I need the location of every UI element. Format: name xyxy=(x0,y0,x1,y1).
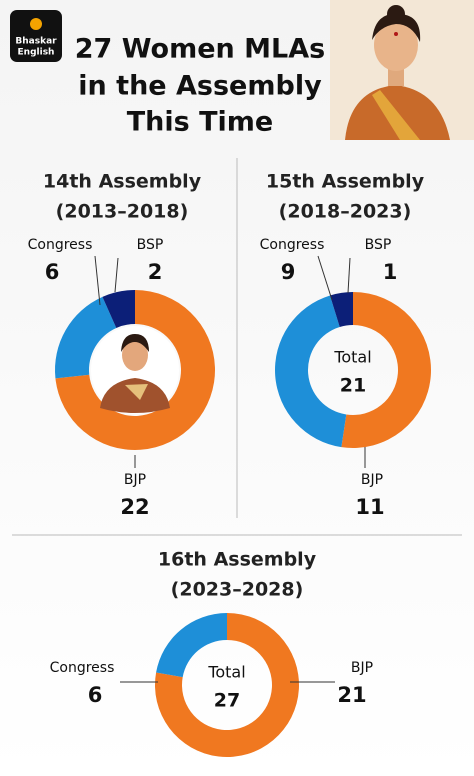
page-title: in the Assembly xyxy=(78,71,322,102)
donut-slice xyxy=(156,613,227,678)
chart-subtitle: (2023–2028) xyxy=(171,579,304,601)
donut-slice xyxy=(155,613,299,758)
logo-text: English xyxy=(18,48,55,58)
value-label: 22 xyxy=(120,495,149,519)
donut-slice xyxy=(55,290,215,450)
chart-title: 16th Assembly xyxy=(158,549,317,571)
page-title: 27 Women MLAs xyxy=(75,34,325,65)
category-label: Congress xyxy=(260,237,325,253)
leader-line xyxy=(317,255,333,301)
chart-subtitle: (2013–2018) xyxy=(56,201,189,223)
donut-slice xyxy=(55,296,117,379)
woman-portrait xyxy=(91,326,179,414)
donut-slice xyxy=(330,292,353,327)
donut-slice xyxy=(102,290,135,328)
category-label: Congress xyxy=(28,237,93,253)
value-label: 21 xyxy=(337,683,366,707)
value-label: 2 xyxy=(148,260,163,284)
page-title: This Time xyxy=(127,107,273,138)
category-label: BJP xyxy=(124,472,146,488)
center-label: Total xyxy=(333,348,371,367)
category-label: BSP xyxy=(137,237,164,253)
value-label: 11 xyxy=(355,495,384,519)
logo: Bhaskar English xyxy=(10,10,62,62)
chart-subtitle: (2018–2023) xyxy=(279,201,412,223)
value-label: 6 xyxy=(88,683,103,707)
leader-line xyxy=(347,257,351,294)
woman-illustration xyxy=(330,0,474,140)
leader-line xyxy=(94,255,101,306)
value-label: 6 xyxy=(45,260,60,284)
chart-title: 14th Assembly xyxy=(43,171,202,193)
value-label: 9 xyxy=(281,260,296,284)
category-label: Congress xyxy=(50,660,115,676)
chart-title: 15th Assembly xyxy=(266,171,425,193)
leader-line xyxy=(114,257,119,293)
category-label: BJP xyxy=(351,660,373,676)
category-label: BJP xyxy=(361,472,383,488)
logo-text: Bhaskar xyxy=(15,37,57,47)
donut-slice xyxy=(341,292,431,448)
center-value: 21 xyxy=(340,375,366,397)
center-label: Total xyxy=(207,663,245,682)
center-value: 27 xyxy=(214,690,240,712)
donut-slice xyxy=(274,295,347,448)
value-label: 1 xyxy=(383,260,398,284)
category-label: BSP xyxy=(365,237,392,253)
